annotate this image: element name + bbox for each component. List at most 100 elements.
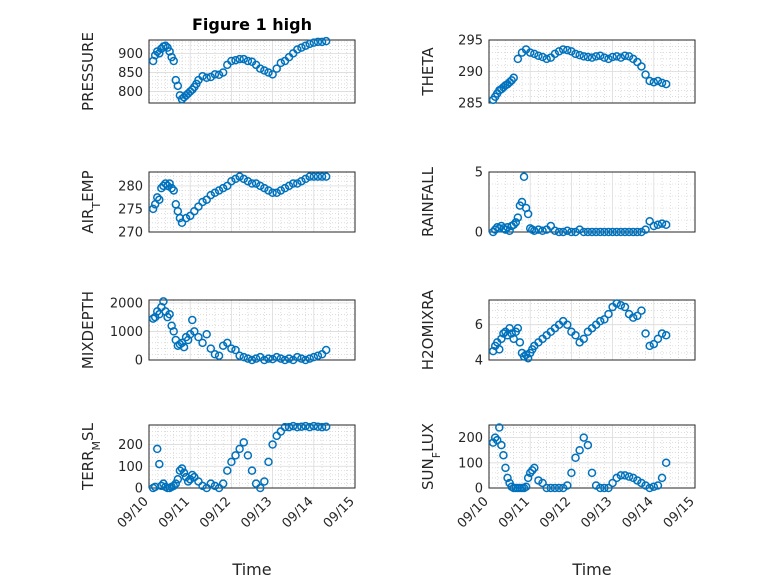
y-axis-label: RAINFALL (419, 166, 437, 237)
data-point (530, 463, 539, 473)
data-point (563, 481, 572, 490)
data-point (239, 352, 249, 362)
y-tick-label: 290 (458, 65, 483, 80)
data-point (538, 52, 547, 62)
data-point (317, 422, 327, 432)
y-tick-label: 270 (118, 226, 143, 241)
data-point (268, 188, 277, 198)
data-point (276, 58, 286, 68)
data-point (309, 352, 319, 362)
y-tick-label: 6 (475, 318, 483, 333)
data-point (243, 451, 253, 460)
axes-frame (148, 424, 356, 489)
data-point (495, 423, 504, 432)
data-point (280, 422, 290, 432)
data-point (612, 299, 621, 308)
data-point (563, 45, 572, 55)
data-point (173, 81, 183, 91)
data-point (657, 78, 667, 88)
data-point (183, 477, 193, 486)
data-point (301, 355, 310, 365)
data-point (604, 309, 613, 319)
data-point (579, 433, 589, 442)
data-point (612, 52, 621, 61)
data-point (255, 64, 265, 73)
data-point (231, 55, 240, 65)
y-tick-label: 100 (118, 460, 143, 475)
x-tick-label: 09/13 (238, 494, 275, 531)
data-point (218, 183, 228, 193)
data-point (513, 54, 523, 64)
data-point (645, 341, 654, 351)
data-point (177, 464, 187, 473)
data-point (210, 481, 220, 491)
data-point (206, 344, 216, 353)
data-point (288, 421, 298, 431)
data-point (293, 422, 302, 432)
data-point (188, 470, 197, 480)
data-point (653, 334, 663, 344)
data-point (571, 227, 580, 237)
data-point (653, 481, 663, 490)
data-point (227, 56, 236, 66)
data-point (276, 186, 286, 195)
data-point (517, 197, 527, 207)
data-point (243, 176, 253, 186)
data-point (587, 227, 597, 237)
data-point (165, 310, 174, 319)
data-point (505, 226, 514, 236)
axes-border (488, 299, 696, 361)
subplot-6: 4 6 H2OMIXRA (419, 289, 696, 370)
data-point (227, 176, 236, 186)
data-point (293, 352, 302, 362)
axes-border (148, 171, 356, 233)
data-point (507, 329, 516, 338)
data-point (620, 471, 630, 480)
data-point (513, 213, 523, 222)
y-tick-label: 200 (118, 438, 143, 453)
data-point (321, 345, 331, 355)
data-point (309, 38, 319, 47)
data-point (223, 466, 232, 475)
data-point (497, 440, 506, 450)
subplot-8: 0 100 200 SUNFLUX 09/10 09/11 09/12 09/13 09/14 0… (419, 423, 698, 579)
data-point (587, 468, 597, 478)
data-point (600, 483, 609, 493)
y-axis-label: TERRMSL (79, 422, 103, 491)
data-point (661, 220, 671, 230)
data-point (214, 351, 224, 360)
data-point (175, 213, 185, 223)
data-point (255, 181, 265, 191)
data-point (616, 471, 626, 480)
data-point (194, 202, 203, 211)
data-point (247, 355, 257, 365)
y-tick-label: 285 (458, 97, 483, 112)
data-point (624, 472, 634, 481)
axes-border (148, 299, 356, 361)
data-point (175, 466, 185, 475)
data-point (155, 459, 164, 469)
data-point (188, 315, 197, 325)
data-point (595, 51, 605, 60)
y-tick-label: 0 (475, 482, 483, 497)
data-point (575, 225, 584, 234)
data-point (628, 227, 638, 237)
data-point (169, 481, 178, 491)
data-point (583, 52, 593, 62)
data-point (523, 353, 533, 363)
data-point (641, 225, 650, 234)
x-tick-label: 09/11 (496, 494, 533, 531)
data-point (530, 49, 539, 59)
data-point (264, 68, 273, 77)
data-point (214, 70, 224, 79)
data-point (190, 206, 199, 216)
y-axis-label: MIXDEPTH (79, 291, 97, 369)
data-point (313, 422, 323, 431)
data-point (264, 354, 273, 363)
y-tick-label: 900 (118, 47, 143, 62)
data-point (305, 39, 314, 49)
data-point (523, 473, 533, 483)
x-tick-label: 09/12 (537, 494, 574, 531)
data-point (620, 227, 630, 237)
data-point (661, 331, 671, 340)
